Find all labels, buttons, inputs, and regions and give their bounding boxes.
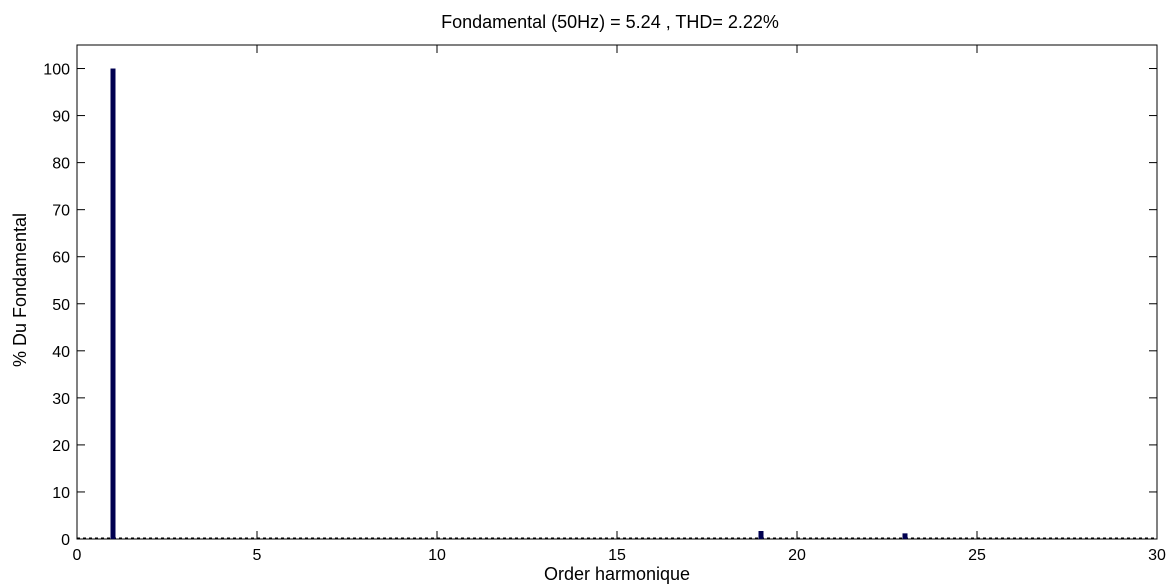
chart-title: Fondamental (50Hz) = 5.24 , THD= 2.22% (441, 12, 779, 32)
bar-series (110, 68, 908, 540)
y-tick-label: 90 (52, 109, 70, 126)
bar-harmonic-23 (902, 533, 908, 539)
y-tick-label: 100 (43, 62, 70, 79)
x-tick-label: 25 (968, 547, 986, 564)
x-tick-label: 0 (73, 547, 82, 564)
x-tick-label: 15 (608, 547, 626, 564)
plot-area (76, 44, 1158, 540)
y-axis-ticks: 0 10 20 30 40 50 60 70 80 90 100 (43, 62, 1157, 549)
y-tick-label: 40 (52, 344, 70, 361)
x-tick-label: 10 (428, 547, 446, 564)
x-axis-ticks: 0 5 10 15 20 25 30 (73, 45, 1166, 564)
y-tick-label: 60 (52, 250, 70, 267)
x-tick-label: 5 (253, 547, 262, 564)
y-tick-label: 70 (52, 203, 70, 220)
y-tick-label: 50 (52, 297, 70, 314)
x-tick-label: 20 (788, 547, 806, 564)
y-tick-label: 30 (52, 391, 70, 408)
bar-harmonic-19 (758, 531, 764, 539)
x-axis-label: Order harmonique (544, 564, 690, 584)
bar-harmonic-1 (110, 68, 116, 540)
y-axis-label: % Du Fondamental (10, 213, 30, 367)
y-tick-label: 10 (52, 485, 70, 502)
x-tick-label: 30 (1148, 547, 1166, 564)
y-tick-label: 80 (52, 156, 70, 173)
y-tick-label: 20 (52, 438, 70, 455)
y-tick-label: 0 (61, 532, 70, 549)
